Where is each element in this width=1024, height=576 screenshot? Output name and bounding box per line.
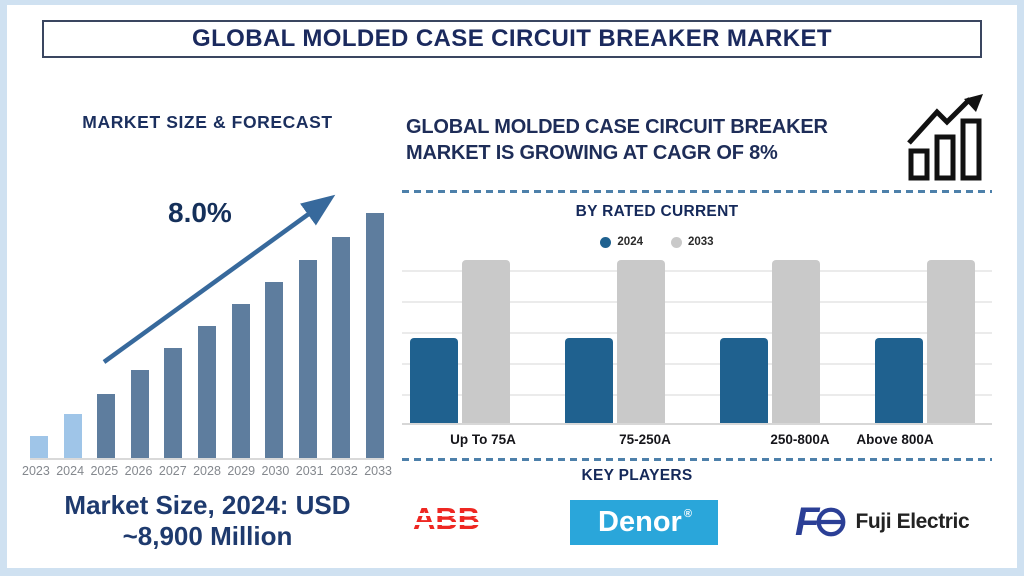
chart-legend: 2024 2033: [402, 236, 912, 248]
cagr-heading-line-1: GLOBAL MOLDED CASE CIRCUIT BREAKER: [406, 116, 828, 138]
rated-current-chart: [402, 258, 992, 425]
year-label: 2032: [329, 464, 358, 478]
year-label: 2033: [364, 464, 392, 478]
forecast-bar-2025: [97, 394, 116, 458]
legend-dot-2033-icon: [671, 236, 682, 248]
gridline: [402, 270, 992, 272]
legend-label-2033: 2033: [688, 236, 714, 248]
bar-2033-Up To 75A: [462, 260, 510, 423]
abb-logo: ABB: [413, 501, 487, 536]
denor-registered-mark: ®: [683, 507, 692, 520]
year-axis: 2023 2024 2025 2026 2027 2028 2029 2030 2031 2032…: [22, 464, 392, 478]
denor-logo-text: Denor: [598, 506, 682, 538]
bar-group-Up To 75A: [410, 260, 510, 423]
cagr-annotation: 8.0%: [168, 197, 232, 228]
page-title: GLOBAL MOLDED CASE CIRCUIT BREAKER MARKE…: [192, 25, 832, 52]
forecast-bar-2027: [164, 348, 183, 458]
fuji-electric-text: Fuji Electric: [855, 510, 970, 533]
category-label-75-250A: 75-250A: [619, 432, 671, 447]
legend-dot-2024-icon: [600, 236, 612, 248]
title-banner: GLOBAL MOLDED CASE CIRCUIT BREAKER MARKE…: [42, 20, 982, 58]
fuji-e-circle-icon: [817, 507, 846, 537]
year-label: 2028: [193, 464, 221, 478]
forecast-bar-2033: [365, 213, 384, 458]
gridline: [402, 363, 992, 365]
forecast-bar-2023: [30, 436, 48, 458]
year-label: 2027: [158, 464, 187, 478]
cagr-heading-line-2: MARKET IS GROWING AT CAGR OF 8%: [406, 142, 778, 165]
category-label-250-800A: 250-800A: [770, 432, 830, 447]
market-size-chart: [30, 213, 384, 460]
market-size-caption: Market Size, 2024: USD ~8,900 Million: [20, 490, 395, 552]
year-label: 2031: [295, 464, 324, 478]
legend-label-2024: 2024: [617, 236, 643, 248]
gridline: [402, 394, 992, 396]
legend-item-2024: 2024: [600, 236, 643, 248]
caption-line-1: Market Size, 2024: USD: [64, 490, 351, 520]
year-label: 2024: [56, 464, 85, 478]
fuji-electric-logo: F Fuji Electric: [795, 500, 970, 544]
forecast-bar-2029: [231, 304, 250, 458]
bar-2033-75-250A: [617, 260, 665, 423]
year-label: 2026: [124, 464, 153, 478]
bar-2033-Above 800A: [927, 260, 975, 423]
denor-logo: Denor ®: [570, 500, 718, 545]
category-label-Above 800A: Above 800A: [856, 432, 934, 447]
forecast-bar-2030: [265, 282, 284, 458]
bar-2024-Above 800A: [875, 338, 923, 423]
abb-stripe: [413, 513, 487, 516]
market-size-heading: MARKET SIZE & FORECAST: [82, 112, 333, 132]
year-label: 2023: [22, 464, 50, 478]
bar-2024-250-800A: [720, 338, 768, 423]
year-label: 2029: [227, 464, 256, 478]
year-label: 2030: [261, 464, 290, 478]
trend-arrow-icon: [102, 194, 336, 364]
forecast-bar-2024: [63, 414, 82, 458]
key-players-title: KEY PLAYERS: [581, 467, 693, 484]
bar-group-75-250A: [565, 260, 665, 423]
bar-2033-250-800A: [772, 260, 820, 423]
forecast-bar-2026: [130, 370, 149, 458]
rated-current-title: BY RATED CURRENT: [575, 203, 739, 220]
fuji-f-letter: F: [795, 500, 820, 544]
bar-2024-75-250A: [565, 338, 613, 423]
growth-trend-icon: [907, 94, 983, 181]
gridline: [402, 332, 992, 334]
content-background: [7, 5, 1017, 568]
forecast-bar-2032: [332, 237, 351, 458]
cagr-heading: GLOBAL MOLDED CASE CIRCUIT BREAKER MARKE…: [406, 114, 906, 167]
dashed-divider-top: [402, 190, 992, 193]
bar-2024-Up To 75A: [410, 338, 458, 423]
gridline: [402, 301, 992, 303]
bar-group-250-800A: [720, 260, 820, 423]
bar-group-Above 800A: [875, 260, 975, 423]
category-label-Up To 75A: Up To 75A: [450, 432, 516, 447]
forecast-bar-2028: [197, 326, 216, 458]
forecast-bar-2031: [298, 260, 317, 458]
dashed-divider-bottom: [402, 458, 992, 461]
abb-stripe: [413, 522, 487, 525]
caption-line-2: ~8,900 Million: [122, 521, 293, 552]
year-label: 2025: [90, 464, 119, 478]
abb-logo-text: ABB: [413, 501, 481, 536]
legend-item-2033: 2033: [671, 236, 714, 248]
